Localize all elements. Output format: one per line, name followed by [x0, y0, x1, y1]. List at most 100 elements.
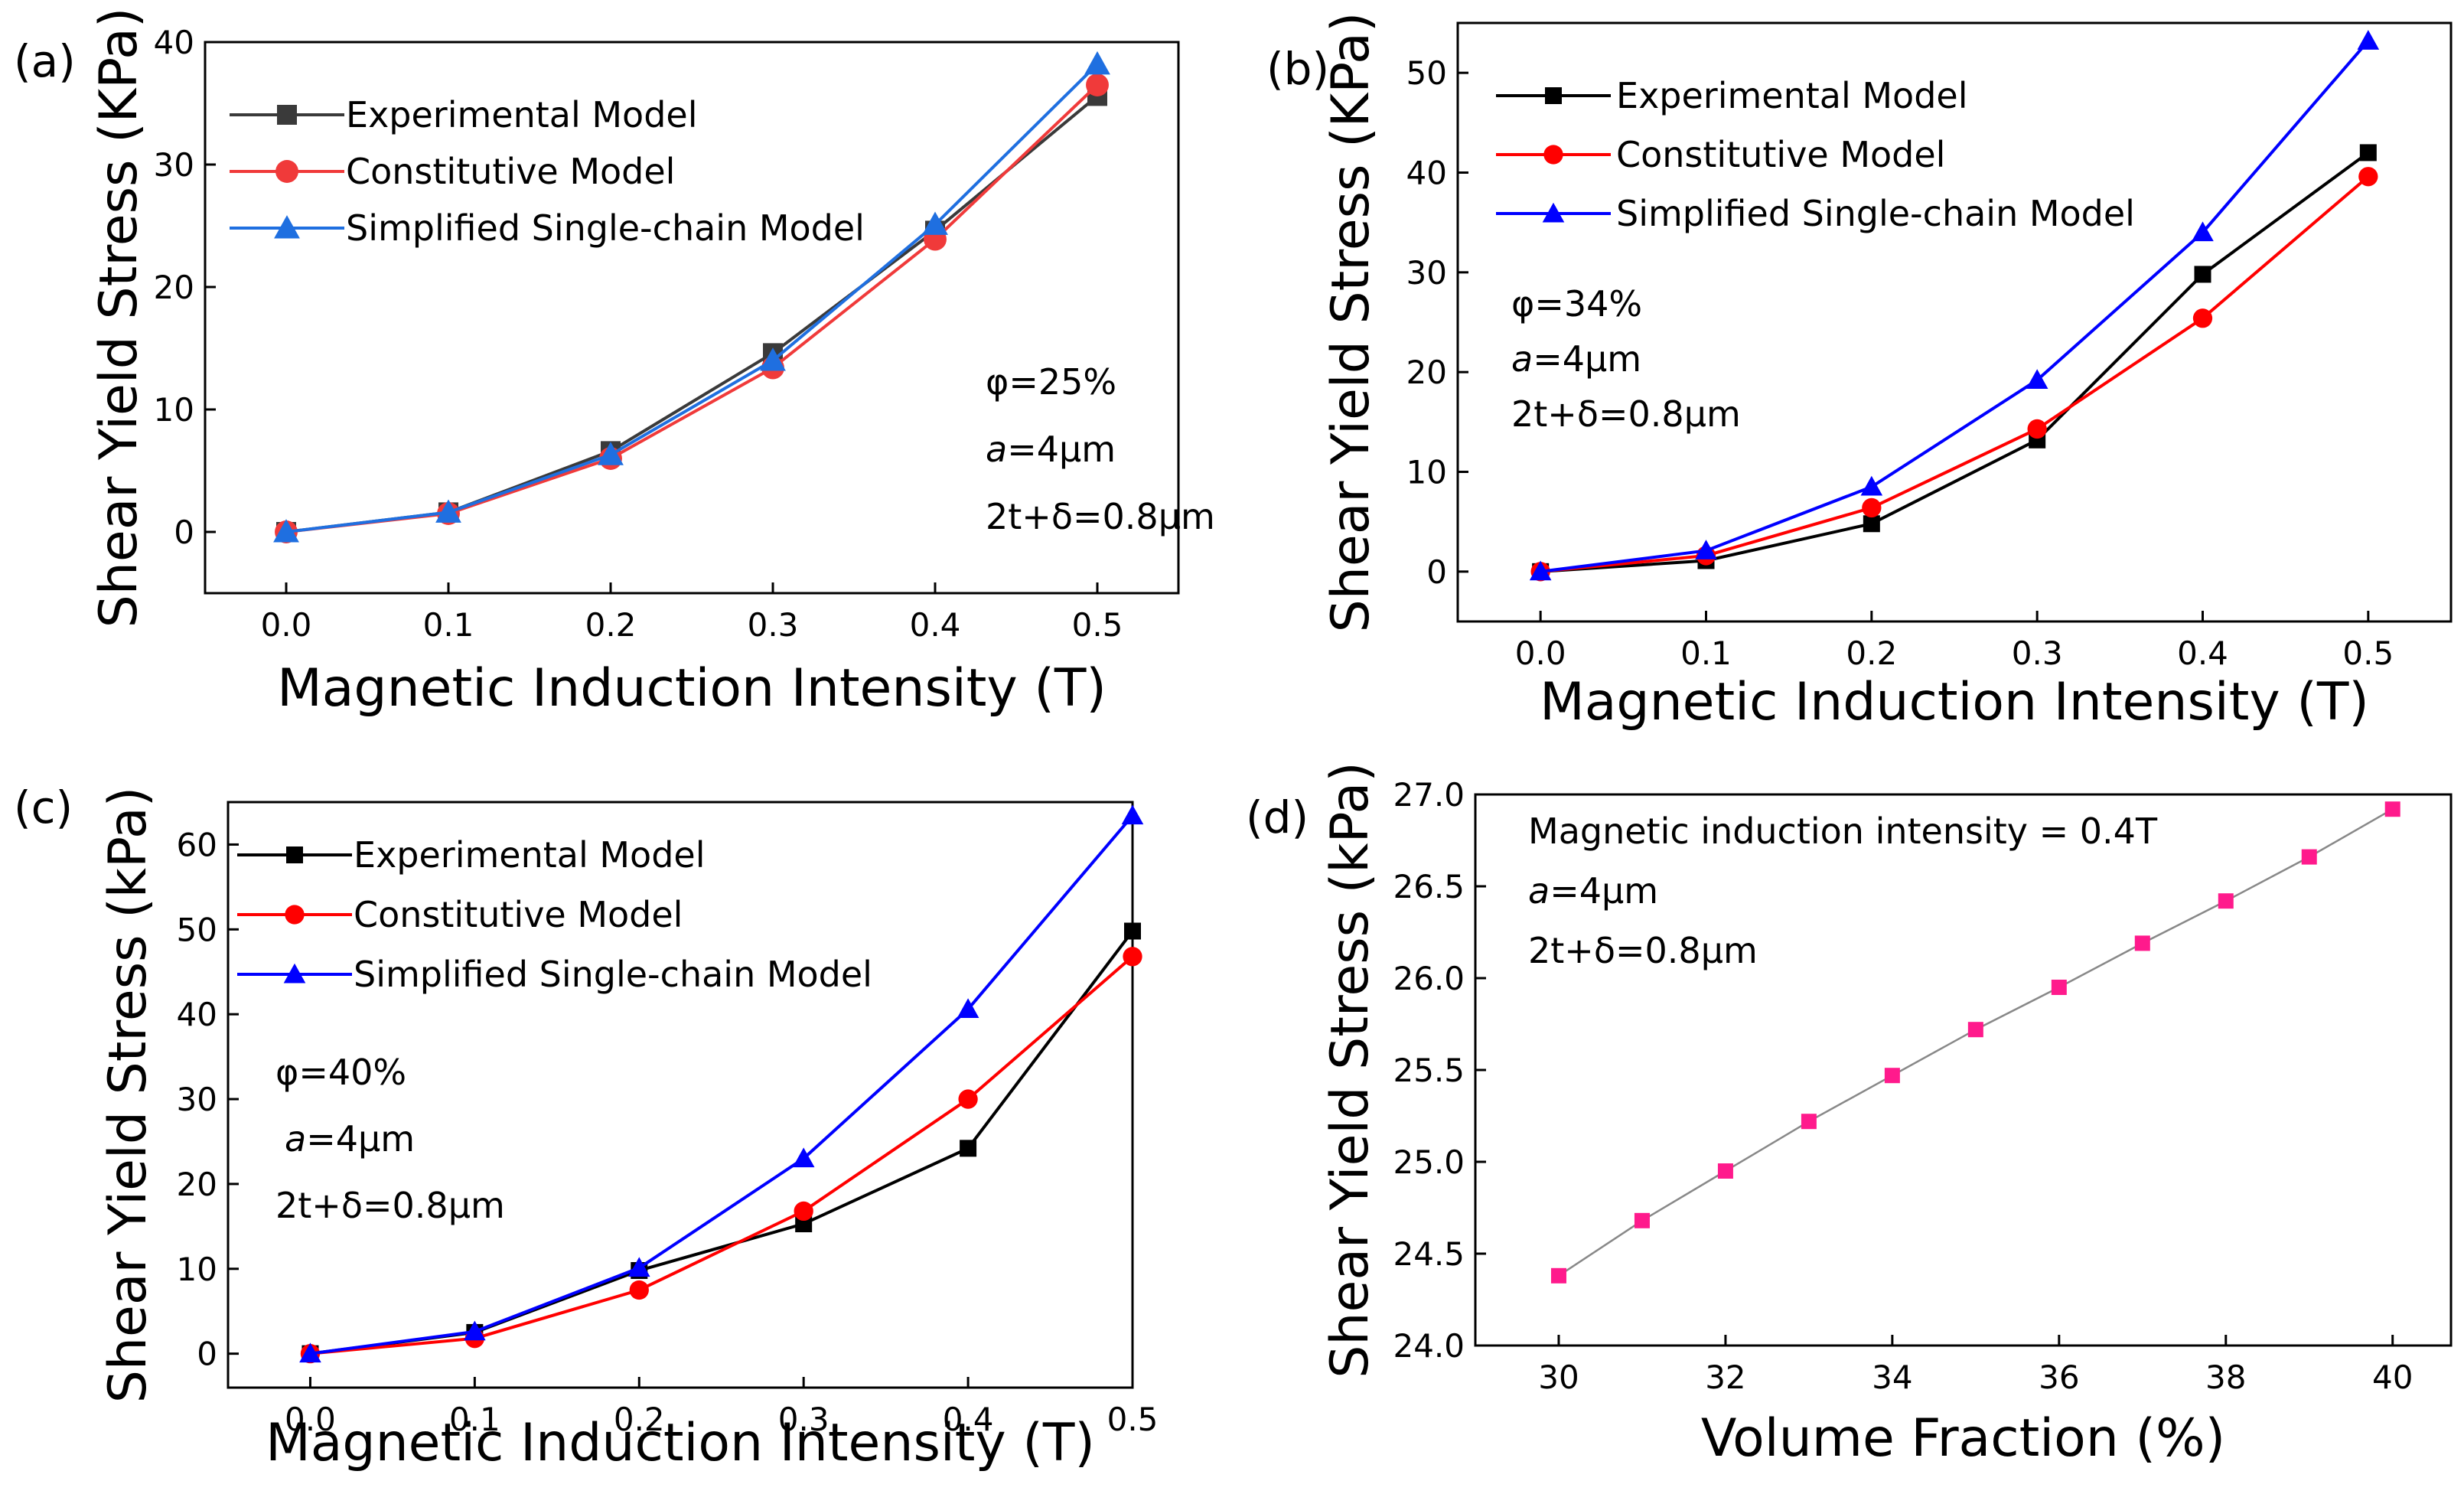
data-point — [1801, 1114, 1817, 1130]
legend-marker — [1543, 145, 1563, 165]
series-line — [1540, 151, 2370, 573]
annotation: a=4μm — [1511, 338, 1641, 380]
x-tick-label: 0.0 — [285, 1401, 336, 1438]
y-tick-label: 24.0 — [1393, 1327, 1465, 1365]
x-tick-label: 0.2 — [1846, 634, 1897, 672]
x-tick-label: 0.4 — [2177, 634, 2228, 672]
data-point — [1863, 515, 1880, 533]
annotation-rest: =4μm — [1007, 429, 1116, 470]
series-line — [310, 955, 1134, 1355]
annotation: a=4μm — [1528, 870, 1658, 912]
data-point — [792, 1147, 815, 1168]
annotation: a=4μm — [285, 1118, 415, 1160]
legend-entry: Simplified Single-chain Model — [1616, 193, 2135, 234]
data-point — [1084, 51, 1110, 75]
legend-entry: Constitutive Model — [354, 894, 683, 935]
annotation: 2t+δ=0.8μm — [1528, 930, 1758, 971]
y-tick-label: 26.5 — [1393, 868, 1465, 905]
legend-entry: Constitutive Model — [1616, 134, 1945, 175]
y-tick-label: 40 — [1406, 155, 1447, 192]
legend-entry: Simplified Single-chain Model — [354, 954, 872, 995]
y-tick-label: 10 — [1406, 454, 1447, 491]
data-point — [958, 1089, 978, 1109]
legend-marker — [1542, 202, 1565, 223]
legend-marker — [277, 105, 297, 125]
y-tick-label: 60 — [177, 826, 217, 863]
y-tick-label: 50 — [1406, 54, 1447, 92]
x-tick-label: 34 — [1872, 1359, 1912, 1396]
x-tick-label: 0.0 — [261, 606, 312, 644]
y-tick-label: 30 — [177, 1081, 217, 1118]
y-tick-label: 20 — [1406, 354, 1447, 391]
panel-b: 0.0 0.1 0.2 0.3 0.4 0.5 0 10 20 30 40 50 Magnetic In… — [1266, 12, 2453, 732]
annotation: 2t+δ=0.8μm — [1511, 393, 1741, 435]
y-tick-label: 26.0 — [1393, 960, 1465, 997]
y-tick-label: 30 — [154, 146, 194, 184]
annotation-rest: =4μm — [1550, 870, 1658, 912]
data-point — [1124, 922, 1141, 940]
y-tick-label: 10 — [154, 391, 194, 429]
annotation: φ=34% — [1511, 283, 1642, 325]
plot-frame — [227, 801, 1134, 1389]
panel-label: (c) — [14, 781, 73, 833]
data-point — [2218, 893, 2234, 909]
x-axis-title: Volume Fraction (%) — [1701, 1408, 2225, 1469]
x-tick-label: 0.0 — [1515, 634, 1566, 672]
y-axis-title: Shear Yield Stress (KPa) — [89, 8, 149, 628]
data-point — [1123, 947, 1142, 967]
x-tick-label: 0.4 — [910, 606, 961, 644]
data-point — [1717, 1163, 1733, 1179]
x-tick-label: 30 — [1538, 1359, 1579, 1396]
annotation-italic: a — [986, 429, 1007, 470]
annotation: φ=25% — [986, 361, 1116, 403]
legend-marker — [286, 846, 303, 863]
y-tick-label: 0 — [1426, 553, 1447, 591]
panel-d: 30 32 34 36 38 40 24.0 24.5 25.0 25.5 26.0 26.5 27.0… — [1246, 762, 2453, 1469]
x-tick-label: 0.2 — [614, 1401, 665, 1438]
legend-entry: Constitutive Model — [346, 151, 675, 192]
annotation-italic: a — [1528, 870, 1550, 912]
plot-frame — [1456, 21, 2453, 623]
data-point — [598, 442, 624, 465]
x-tick-label: 38 — [2205, 1359, 2246, 1396]
y-tick-label: 10 — [177, 1251, 217, 1288]
data-point — [2384, 801, 2400, 817]
annotation: Magnetic induction intensity = 0.4T — [1528, 811, 2158, 852]
series-line — [285, 63, 1099, 533]
x-tick-label: 0.1 — [423, 606, 474, 644]
y-tick-label: 40 — [177, 996, 217, 1033]
legend-marker — [274, 215, 300, 239]
data-point — [1121, 804, 1144, 825]
y-axis-title: Shear Yield Stress (kPa) — [1320, 762, 1380, 1378]
panel-a: 0.0 0.1 0.2 0.3 0.4 0.5 0 10 20 30 40 Magnetic Indu… — [14, 8, 1215, 719]
x-axis-title: Magnetic Induction Intensity (T) — [277, 658, 1107, 719]
series-line — [1558, 808, 2394, 1277]
y-tick-label: 50 — [177, 911, 217, 948]
x-tick-label: 0.3 — [2012, 634, 2063, 672]
annotation-italic: a — [285, 1118, 306, 1160]
x-tick-label: 36 — [2039, 1359, 2079, 1396]
data-point — [1967, 1022, 1983, 1038]
y-axis-title: Shear Yield Stress (KPa) — [1321, 12, 1381, 633]
data-point — [1634, 1212, 1650, 1228]
data-point — [1884, 1068, 1900, 1084]
series-line — [1540, 175, 2370, 573]
data-point — [464, 1320, 486, 1341]
x-axis-title: Magnetic Induction Intensity (T) — [266, 1413, 1095, 1473]
data-point — [1550, 1267, 1566, 1284]
legend-marker — [283, 963, 306, 983]
panel-c: 0.0 0.1 0.2 0.3 0.4 0.5 0 10 20 30 40 50 60 Magnetic … — [14, 781, 1158, 1473]
data-point — [2051, 980, 2067, 995]
y-tick-label: 0 — [174, 514, 194, 551]
data-point — [794, 1201, 813, 1222]
annotation-italic: a — [1511, 338, 1533, 380]
data-point — [2194, 266, 2211, 283]
panel-label: (d) — [1246, 791, 1309, 843]
series-line — [310, 814, 1134, 1355]
series-line — [1540, 40, 2370, 573]
legend-marker — [275, 160, 298, 183]
x-tick-label: 0.1 — [1680, 634, 1732, 672]
data-point — [299, 1342, 321, 1363]
data-point — [2301, 849, 2317, 865]
